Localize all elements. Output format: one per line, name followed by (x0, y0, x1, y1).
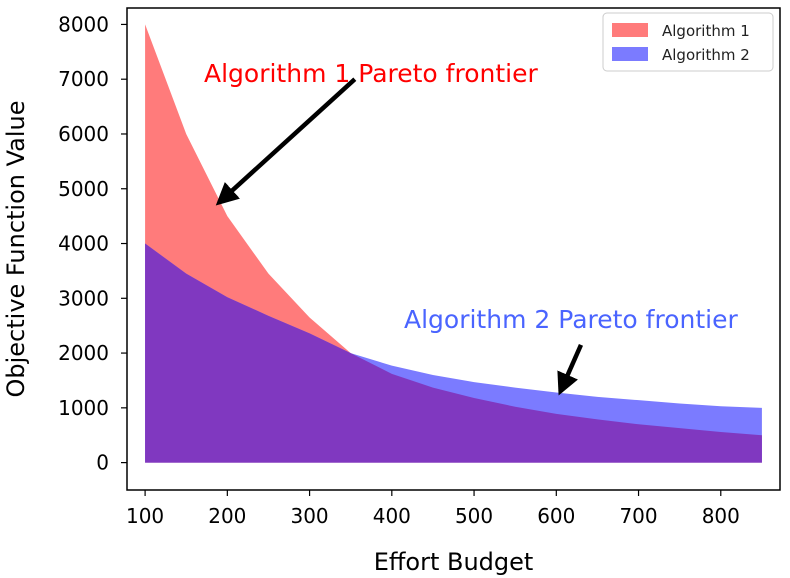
y-axis: 0 1000 2000 3000 4000 5000 6000 7000 8000 (58, 12, 127, 475)
y-tick-label: 7000 (58, 67, 109, 91)
annotation-arrow-2 (557, 343, 584, 396)
y-axis-title: Objective Function Value (2, 100, 30, 397)
x-tick-label: 100 (126, 504, 164, 528)
annotation-label-1: Algorithm 1 Pareto frontier (204, 59, 538, 88)
legend-label-1: Algorithm 1 (662, 22, 750, 40)
y-tick-label: 1000 (58, 396, 109, 420)
legend-swatch-2 (612, 47, 648, 61)
y-tick-label: 5000 (58, 177, 109, 201)
x-tick-label: 500 (455, 504, 493, 528)
x-tick-label: 200 (208, 504, 246, 528)
y-tick-label: 3000 (58, 286, 109, 310)
legend: Algorithm 1 Algorithm 2 (602, 12, 774, 72)
plot-frame (126, 7, 781, 491)
annotation-layer: Algorithm 1 Pareto frontier Algorithm 2 P… (204, 59, 738, 396)
y-tick-label: 2000 (58, 341, 109, 365)
x-axis-title: Effort Budget (374, 548, 534, 576)
annotation-label-2: Algorithm 2 Pareto frontier (404, 305, 738, 334)
area-layer (145, 24, 762, 463)
legend-swatch-1 (612, 23, 648, 37)
y-tick-label: 8000 (58, 12, 109, 36)
x-tick-label: 600 (537, 504, 575, 528)
x-tick-label: 800 (702, 504, 740, 528)
y-tick-label: 6000 (58, 122, 109, 146)
legend-label-2: Algorithm 2 (662, 46, 750, 64)
x-tick-label: 300 (290, 504, 328, 528)
x-axis: 100 200 300 400 500 600 700 800 (126, 490, 740, 528)
y-tick-label: 0 (96, 451, 109, 475)
annotation-arrow-1 (215, 77, 357, 206)
x-tick-label: 400 (373, 504, 411, 528)
y-tick-label: 4000 (58, 232, 109, 256)
area-overlap (145, 243, 762, 463)
x-tick-label: 700 (619, 504, 657, 528)
